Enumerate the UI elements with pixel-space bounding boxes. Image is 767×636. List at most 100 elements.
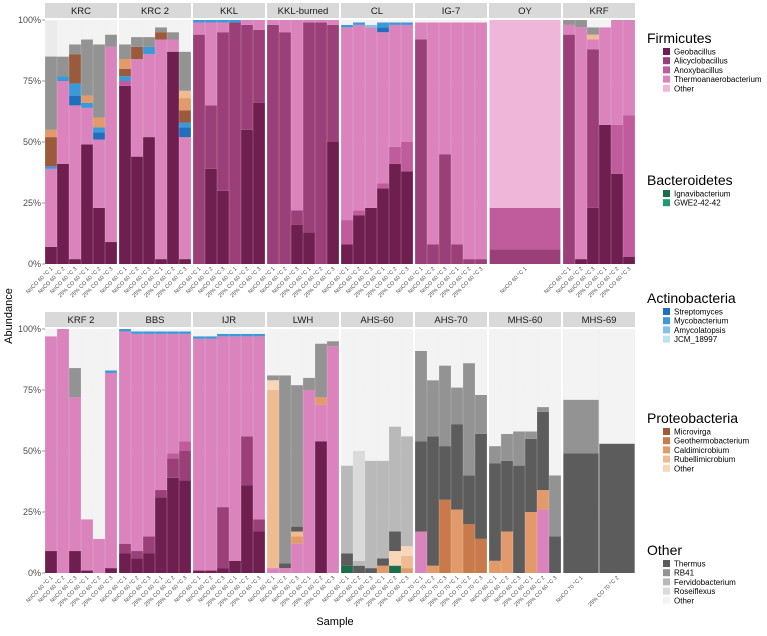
segment-rb41 bbox=[119, 44, 131, 60]
y-tick-label: 0% bbox=[28, 259, 41, 269]
segment-thermoanaerobacterium bbox=[217, 336, 229, 508]
segment-geobacillus bbox=[131, 558, 143, 573]
segment-anoxybacillus bbox=[377, 183, 389, 189]
segment-geobacillus bbox=[167, 477, 179, 573]
segment-geobacillus bbox=[119, 85, 131, 264]
segment-thermoanaerobacterium bbox=[155, 333, 167, 491]
segment-thermoanaerobacterium bbox=[229, 336, 241, 561]
segment-anoxybacillus bbox=[179, 441, 191, 451]
panel-mhs-69: MHS-69 NoCO 70 °C 1 25% CO 70 °C 2 bbox=[555, 312, 635, 608]
segment-geobacillus bbox=[217, 568, 229, 573]
bar-25-co-60-c-3 bbox=[179, 329, 191, 573]
segment-thermoanaerobacterium bbox=[291, 543, 303, 573]
segment-thermoanaerobacterium bbox=[205, 338, 217, 571]
segment-thermoanaerobacterium bbox=[415, 22, 427, 40]
segment-rb41 bbox=[93, 44, 105, 118]
legend-item-label: Mycobacterium bbox=[674, 317, 729, 326]
bar-noco-60-c-2 bbox=[205, 329, 217, 573]
bar-25-co-70-c-2 bbox=[463, 329, 475, 573]
segment-proteobacteria-other bbox=[401, 546, 413, 556]
legend-swatch bbox=[663, 464, 670, 472]
bar-25-co-60-c-3 bbox=[401, 20, 413, 264]
bar-25-co-60-c-2 bbox=[241, 20, 253, 264]
segment-alicyclobacillus bbox=[427, 244, 439, 264]
segment-rb41 bbox=[451, 387, 463, 425]
segment-thermoanaerobacterium bbox=[45, 336, 57, 552]
segment-microvirga bbox=[155, 32, 167, 40]
legend-swatch bbox=[663, 455, 670, 463]
segment-mycobacterium bbox=[377, 22, 389, 28]
segment-geobacillus bbox=[575, 259, 587, 264]
legend-item-label: Ignavibacterium bbox=[674, 190, 731, 199]
legend-item-label: Other bbox=[674, 596, 694, 605]
segment-mycobacterium bbox=[253, 333, 265, 337]
segment-other bbox=[353, 329, 365, 451]
segment-other bbox=[451, 20, 463, 23]
segment-geobacillus bbox=[155, 259, 167, 264]
segment-mycobacterium bbox=[143, 46, 155, 55]
segment-caldimicrobium bbox=[489, 560, 501, 573]
legend-item-label: Rubellimicrobium bbox=[674, 455, 736, 464]
panel-title: MHS-69 bbox=[582, 315, 617, 326]
bar-noco-60-c-2 bbox=[279, 329, 291, 573]
segment-other bbox=[327, 329, 339, 342]
segment-geobacillus bbox=[93, 207, 105, 264]
segment-thermoanaerobacterium bbox=[291, 20, 303, 211]
legend-group-actinobacteria: Actinobacteria StreptomycesMycobacteriumA… bbox=[647, 290, 736, 344]
segment-other bbox=[475, 20, 487, 23]
segment-thermoanaerobacterium bbox=[81, 107, 93, 145]
segment-thermus bbox=[513, 465, 525, 573]
segment-geobacillus bbox=[315, 441, 327, 573]
segment-other bbox=[253, 329, 265, 334]
segment-alicyclobacillus bbox=[179, 451, 191, 481]
segment-other bbox=[69, 20, 81, 45]
panel-strip bbox=[267, 312, 339, 327]
segment-thermus bbox=[501, 460, 513, 532]
bar-25-co-60-c-1 bbox=[303, 329, 315, 573]
segment-mycobacterium bbox=[229, 20, 241, 23]
legend-item-label: Other bbox=[674, 464, 694, 473]
legend-item-label: Alicyclobacillus bbox=[674, 57, 728, 66]
segment-geobacillus bbox=[143, 553, 155, 573]
segment-rb41 bbox=[427, 380, 439, 437]
panel-title: AHS-60 bbox=[360, 315, 393, 326]
segment-rb41 bbox=[131, 37, 143, 47]
bar-25-co-60-c-3 bbox=[327, 20, 339, 264]
segment-thermus bbox=[427, 436, 439, 566]
segment-thermoanaerobacterium bbox=[451, 22, 463, 245]
segment-geobacillus bbox=[45, 551, 57, 573]
segment-thermoanaerobacterium bbox=[217, 22, 229, 33]
segment-mycobacterium bbox=[353, 22, 365, 25]
segment-other bbox=[167, 20, 179, 33]
segment-other bbox=[279, 329, 291, 376]
bar-noco-60-c-1 bbox=[267, 20, 279, 264]
panel-strip bbox=[415, 312, 487, 327]
bar-25-co-60-c-2 bbox=[315, 20, 327, 264]
panel-strip bbox=[563, 3, 635, 18]
segment-geobacillus bbox=[193, 570, 205, 573]
segment-caldimicrobium bbox=[119, 59, 131, 69]
segment-thermoanaerobacterium bbox=[303, 390, 315, 573]
segment-other bbox=[93, 329, 105, 539]
y-axis-title: Abundance bbox=[3, 288, 15, 344]
segment-thermus bbox=[353, 565, 365, 573]
legend-swatch bbox=[663, 190, 670, 197]
panel-oy: OY NoCO 60 °C 1 bbox=[489, 3, 561, 295]
bar-25-co-60-c-1 bbox=[377, 329, 389, 573]
segment-rb41 bbox=[81, 39, 93, 96]
segment-mycobacterium bbox=[143, 331, 155, 334]
segment-alicyclobacillus bbox=[587, 49, 599, 208]
segment-microvirga bbox=[131, 46, 143, 60]
segment-rb41 bbox=[501, 433, 513, 461]
segment-thermoanaerobacterium bbox=[105, 372, 117, 569]
segment-mycobacterium bbox=[119, 76, 131, 81]
segment-other bbox=[389, 20, 401, 23]
segment-other bbox=[81, 329, 93, 520]
segment-thermoanaerobacterium bbox=[267, 568, 279, 573]
segment-rb41 bbox=[267, 375, 279, 381]
legend-group-title: Other bbox=[647, 542, 682, 558]
segment-thermoanaerobacterium bbox=[389, 24, 401, 147]
legend-swatch bbox=[663, 199, 670, 207]
legend-swatch bbox=[663, 596, 670, 604]
